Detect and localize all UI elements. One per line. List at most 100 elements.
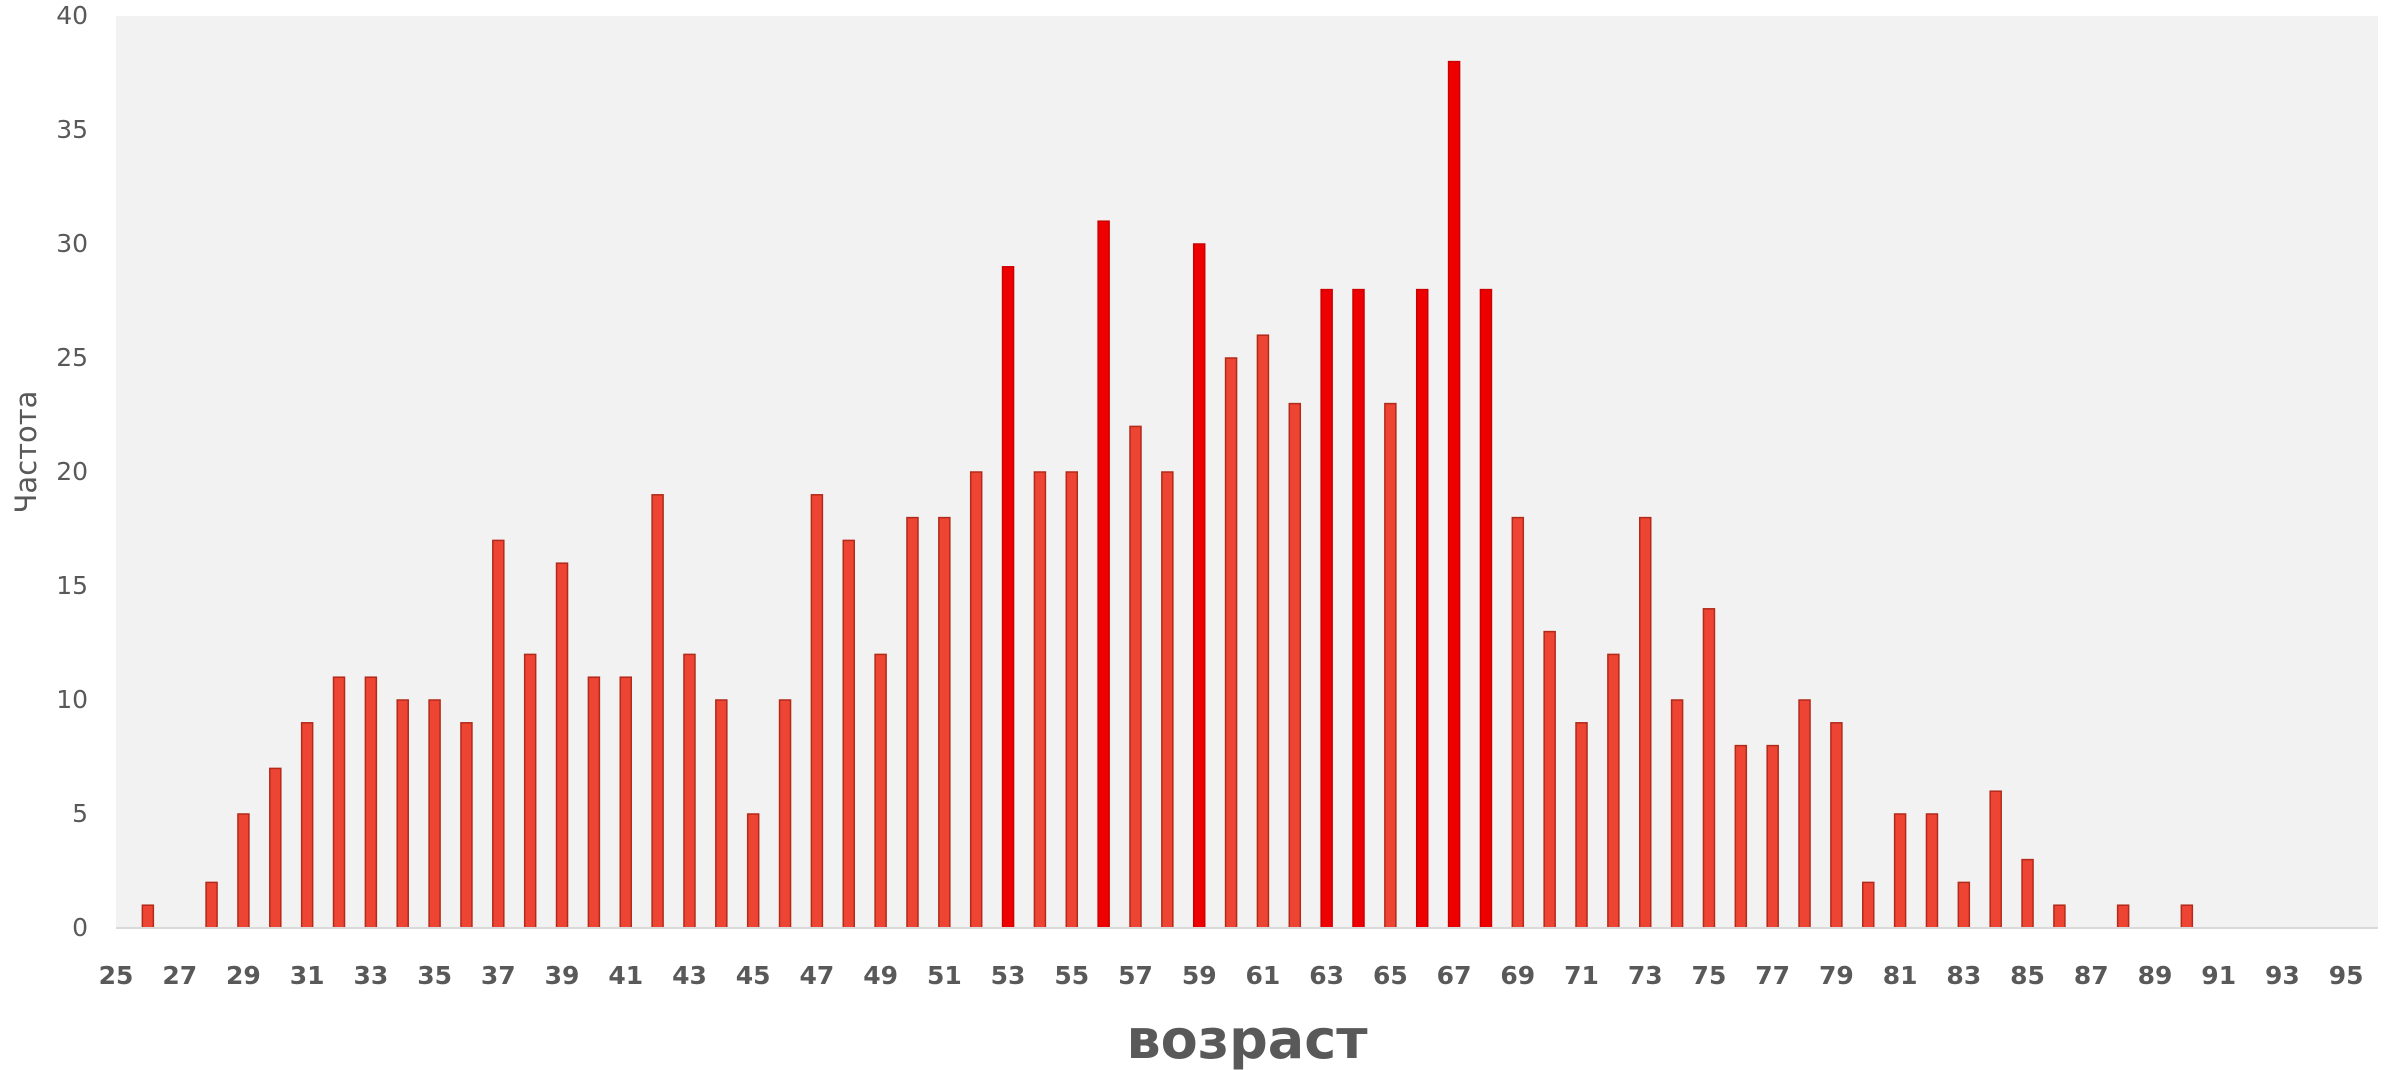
bar-age-64 [1352,288,1365,929]
bar-age-73 [1638,516,1652,929]
bar-age-38 [523,653,537,929]
bar-age-86 [2053,904,2066,929]
bar-age-72 [1607,653,1620,929]
x-tick-label: 33 [353,961,388,990]
bar-age-58 [1161,471,1174,929]
y-tick-label: 5 [72,799,88,828]
bar-age-31 [300,722,314,929]
bar-age-42 [651,494,664,929]
bar-age-47 [810,494,824,929]
y-tick-label: 40 [56,1,88,30]
x-tick-label: 55 [1054,961,1089,990]
bar-age-71 [1575,722,1588,929]
x-axis-ticks: 25 27 29 31 33 35 37 39 41 43 45 47 49 51 53 55 57 59 61 63… [99,961,2364,990]
x-axis-title: возраст [1126,1008,1368,1070]
bar-age-65 [1384,402,1397,929]
bar-age-77 [1766,744,1779,929]
y-axis-ticks: 0 5 10 15 20 25 30 35 40 [56,1,88,942]
bar-age-34 [396,699,409,929]
x-tick-label: 45 [736,961,771,990]
x-tick-label: 67 [1437,961,1472,990]
bar-age-75 [1702,608,1716,929]
x-tick-label: 83 [1946,961,1981,990]
bar-age-44 [715,699,728,929]
bar-age-29 [237,813,250,929]
bar-age-28 [205,881,218,929]
bar-age-76 [1734,744,1748,929]
bar-age-40 [587,676,601,929]
x-tick-label: 79 [1819,961,1854,990]
bar-age-88 [2116,904,2130,929]
bar-age-53 [1001,266,1015,929]
x-tick-label: 95 [2329,961,2364,990]
x-tick-label: 53 [991,961,1026,990]
bar-age-68 [1479,288,1493,929]
x-tick-label: 75 [1692,961,1727,990]
x-tick-label: 49 [863,961,898,990]
x-tick-label: 25 [99,961,134,990]
bar-age-84 [1989,790,2002,929]
y-tick-label: 15 [56,571,88,600]
bar-age-33 [364,676,378,929]
bar-series [141,60,2194,929]
bar-age-62 [1288,402,1302,929]
bar-age-69 [1511,516,1525,929]
y-axis-title: Частота [9,391,43,514]
x-tick-label: 27 [162,961,197,990]
bar-age-39 [555,562,569,929]
x-tick-label: 69 [1500,961,1535,990]
bar-age-51 [938,516,951,929]
x-tick-label: 29 [226,961,261,990]
bar-age-46 [778,699,792,929]
x-tick-label: 57 [1118,961,1153,990]
x-tick-label: 87 [2074,961,2109,990]
bar-age-63 [1320,288,1333,929]
bar-age-26 [141,904,155,929]
x-tick-label: 93 [2265,961,2300,990]
y-tick-label: 30 [56,229,88,258]
x-tick-label: 43 [672,961,707,990]
bar-age-36 [460,722,473,929]
bar-age-50 [906,516,919,929]
bar-age-59 [1192,243,1206,929]
bar-age-35 [428,699,441,929]
bar-age-60 [1224,357,1238,929]
y-tick-label: 20 [56,457,88,486]
bar-age-70 [1543,630,1556,929]
bar-age-81 [1893,813,1907,929]
bar-age-78 [1798,699,1811,929]
y-tick-label: 35 [56,115,88,144]
bar-age-48 [842,539,856,929]
bar-age-37 [492,539,505,929]
bar-age-61 [1256,334,1270,929]
bar-age-55 [1065,471,1079,929]
x-tick-label: 73 [1628,961,1663,990]
x-tick-label: 85 [2010,961,2045,990]
x-tick-label: 35 [417,961,452,990]
x-tick-label: 37 [481,961,516,990]
bar-age-57 [1129,425,1142,929]
x-tick-label: 59 [1182,961,1217,990]
bar-age-66 [1415,288,1429,929]
bar-age-83 [1957,881,1971,929]
bar-age-74 [1670,699,1684,929]
x-tick-label: 39 [545,961,580,990]
bar-age-67 [1447,60,1461,929]
bar-age-56 [1097,220,1110,929]
x-tick-label: 63 [1309,961,1344,990]
x-tick-label: 77 [1755,961,1790,990]
x-tick-label: 89 [2138,961,2173,990]
bar-age-52 [969,471,983,929]
bar-age-79 [1830,722,1843,929]
x-tick-label: 47 [800,961,835,990]
y-tick-label: 0 [72,913,88,942]
y-tick-label: 25 [56,343,88,372]
x-tick-label: 81 [1883,961,1918,990]
bar-age-82 [1925,813,1939,929]
x-tick-label: 71 [1564,961,1599,990]
x-tick-label: 65 [1373,961,1408,990]
x-tick-label: 31 [290,961,325,990]
bar-age-49 [874,653,887,929]
bar-age-32 [332,676,346,929]
